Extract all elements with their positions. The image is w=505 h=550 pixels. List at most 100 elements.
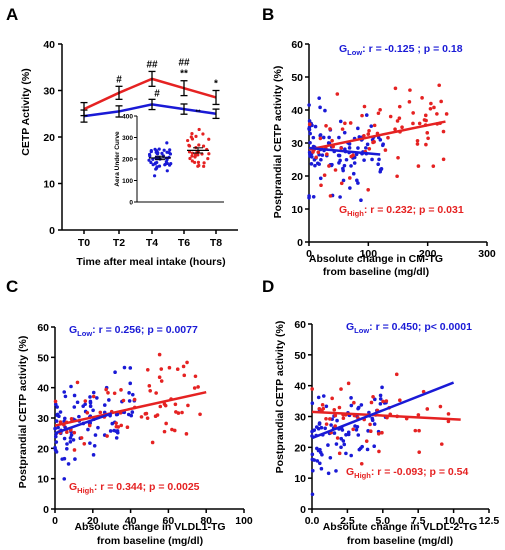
panel-d-point-low bbox=[328, 455, 333, 460]
panel-c-point-high bbox=[155, 413, 160, 417]
panel-c-annotation-low: GLow: r = 0.256; p = 0.0077 bbox=[69, 324, 198, 338]
panel-d-fit-high bbox=[311, 410, 461, 421]
panel-d-xlabel: Absolute change in VLDL-2-TG bbox=[323, 521, 478, 533]
panel-c-point-low bbox=[73, 457, 77, 461]
panel-b-xlabel: Absolute change in CM-TG bbox=[309, 253, 443, 265]
panel-b-point-high bbox=[322, 173, 327, 177]
panel-c-point-low bbox=[92, 443, 97, 448]
panel-c-point-high bbox=[164, 421, 168, 426]
panel-c-point-high bbox=[174, 410, 178, 414]
panel-c-point-low bbox=[55, 412, 60, 417]
panel-c-point-low bbox=[72, 393, 77, 398]
panel-d-point-low bbox=[324, 404, 329, 409]
inset-point-red bbox=[190, 151, 194, 155]
panel-d-point-low bbox=[344, 451, 348, 456]
panel-c-point-low bbox=[60, 457, 65, 461]
panel-b-xtick-label: 0 bbox=[306, 248, 312, 260]
panel-d-point-high bbox=[425, 407, 430, 411]
panel-c-point-low bbox=[128, 381, 133, 386]
panel-b-point-high bbox=[415, 142, 420, 146]
inset-point-red bbox=[206, 157, 210, 161]
panel-b-point-low bbox=[321, 135, 326, 140]
panel-b-point-high bbox=[393, 86, 398, 91]
panel-b-point-high bbox=[318, 136, 323, 141]
panel-b-xtick-label: 200 bbox=[419, 248, 437, 260]
panel-b-point-low bbox=[348, 186, 352, 190]
panel-b-letter: B bbox=[262, 5, 274, 24]
panel-c-point-high bbox=[193, 374, 198, 379]
panel-c-point-high bbox=[139, 415, 144, 419]
panel-b-point-low bbox=[337, 135, 341, 140]
panel-d-point-low bbox=[360, 444, 364, 449]
panel-b-point-low bbox=[309, 162, 314, 166]
panel-d-point-low bbox=[319, 425, 324, 430]
panel-d-point-low bbox=[349, 403, 354, 408]
panel-d-point-low bbox=[378, 402, 383, 406]
panel-d-point-high bbox=[384, 399, 389, 403]
panel-b-point-low bbox=[341, 178, 346, 183]
inset-point-red bbox=[188, 156, 192, 161]
inset-point-red bbox=[197, 127, 201, 132]
panel-b-point-low bbox=[369, 124, 374, 128]
panel-b-point-low bbox=[359, 198, 363, 203]
panel-c-point-low bbox=[83, 402, 87, 407]
panel-c-annotation-high: GHigh: r = 0.344; p = 0.0025 bbox=[69, 481, 200, 495]
panel-c-point-low bbox=[62, 390, 67, 394]
panel-b-point-high bbox=[396, 155, 400, 160]
panel-d-point-high bbox=[417, 428, 421, 433]
panel-b-point-high bbox=[362, 134, 366, 138]
panel-b-point-low bbox=[347, 146, 352, 150]
panel-b-point-low bbox=[310, 155, 314, 159]
panel-d-point-low bbox=[370, 416, 375, 421]
panel-c-point-high bbox=[125, 425, 130, 430]
inset-point-blue bbox=[149, 149, 153, 154]
panel-a: A CETP Activity (%) Time after meal inta… bbox=[6, 5, 238, 268]
panel-b-point-low bbox=[313, 163, 317, 168]
panel-b-point-low bbox=[336, 153, 341, 158]
panel-b-annotation-high: GHigh: r = 0.232; p = 0.031 bbox=[339, 204, 464, 218]
panel-c-letter: C bbox=[6, 277, 18, 296]
panel-c-point-high bbox=[121, 398, 126, 403]
panel-d-point-high bbox=[337, 405, 342, 410]
panel-d-xlabel-line2: from baseline (mg/dl) bbox=[347, 535, 453, 547]
panel-c-point-low bbox=[77, 414, 81, 419]
panel-c-point-low bbox=[62, 477, 67, 481]
panel-c-point-high bbox=[75, 380, 80, 385]
panel-d-ylabel: Postprandial CETP activity (%) bbox=[274, 321, 286, 474]
panel-c-point-high bbox=[198, 412, 202, 417]
panel-c-point-low bbox=[54, 450, 59, 454]
panel-b-point-low bbox=[381, 142, 385, 146]
panel-d-point-low bbox=[326, 443, 330, 447]
inset-point-blue bbox=[155, 160, 159, 165]
panel-b-point-high bbox=[348, 176, 352, 180]
panel-c-point-low bbox=[127, 391, 131, 395]
inset-point-red bbox=[201, 132, 205, 136]
panel-b-point-low bbox=[352, 161, 357, 165]
panel-a-ytick-label: 40 bbox=[43, 39, 55, 51]
panel-c-point-low bbox=[91, 390, 96, 395]
inset-point-blue bbox=[152, 174, 157, 178]
panel-c-point-low bbox=[113, 370, 117, 374]
panel-c-xtick-label: 60 bbox=[163, 515, 175, 527]
inset-point-red bbox=[187, 143, 191, 148]
inset-point-red bbox=[201, 144, 206, 148]
inset-point-blue bbox=[151, 163, 155, 167]
panel-d-point-high bbox=[446, 412, 451, 416]
panel-d-point-high bbox=[380, 430, 384, 435]
panel-c-point-low bbox=[69, 433, 74, 437]
panel-c-point-high bbox=[173, 402, 178, 407]
panel-c-point-high bbox=[172, 428, 177, 433]
inset-point-blue bbox=[149, 160, 153, 165]
panel-b-point-low bbox=[342, 163, 347, 168]
panel-d-point-high bbox=[330, 396, 334, 401]
panel-d-point-low bbox=[310, 492, 315, 497]
panel-d-point-low bbox=[310, 457, 315, 462]
panel-d-point-high bbox=[359, 461, 364, 466]
panel-c-xlabel-line2: from baseline (mg/dl) bbox=[97, 535, 203, 547]
panel-c-point-high bbox=[181, 364, 186, 369]
panel-d-ytick-label: 10 bbox=[294, 473, 306, 485]
panel-d-point-high bbox=[335, 436, 340, 440]
panel-d-point-high bbox=[416, 413, 421, 417]
panel-b-point-high bbox=[360, 113, 364, 118]
panel-c-point-low bbox=[91, 408, 95, 413]
